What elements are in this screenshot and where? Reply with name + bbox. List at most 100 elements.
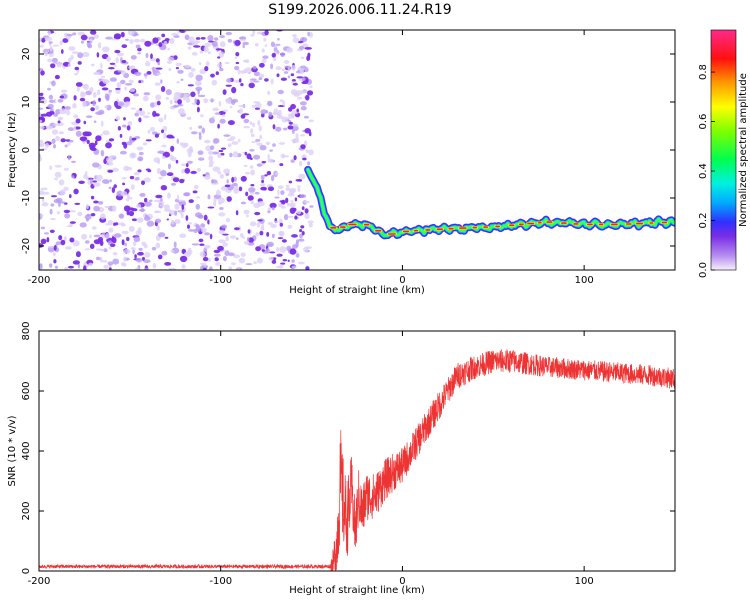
noise-blob (167, 57, 175, 61)
noise-blob (290, 112, 295, 119)
noise-blob (166, 218, 169, 221)
colorbar-label: Normalized spectral amplitude (738, 73, 749, 227)
noise-blob (81, 233, 88, 240)
noise-blob (93, 182, 101, 187)
noise-blob (108, 186, 112, 190)
noise-blob (113, 33, 122, 39)
noise-blob (160, 170, 167, 177)
noise-blob (167, 192, 171, 199)
noise-blob (168, 67, 172, 72)
noise-blob (89, 243, 95, 249)
noise-blob (287, 125, 294, 130)
noise-blob (303, 200, 310, 204)
colorbar-tick-label: 0.2 (698, 213, 709, 229)
noise-blob (292, 140, 300, 143)
noise-blob (297, 97, 302, 100)
spectrogram-xtick-label: -200 (28, 275, 51, 286)
noise-blob (215, 71, 219, 76)
noise-blob (176, 80, 180, 84)
noise-blob (56, 61, 62, 68)
noise-blob (218, 229, 225, 235)
noise-blob (156, 225, 160, 231)
noise-blob (210, 73, 215, 78)
noise-blob (194, 98, 198, 104)
noise-blob (220, 186, 228, 191)
noise-blob (202, 267, 207, 270)
noise-blob (101, 87, 109, 91)
noise-blob (156, 72, 162, 76)
noise-blob (121, 60, 127, 63)
noise-blob (40, 238, 47, 244)
noise-blob (144, 267, 149, 270)
noise-blob (41, 197, 45, 203)
noise-blob (39, 190, 45, 196)
noise-blob (171, 32, 179, 36)
noise-blob (120, 79, 126, 85)
noise-blob (92, 162, 100, 168)
noise-blob (270, 41, 275, 47)
noise-blob (225, 98, 232, 103)
noise-blob (258, 125, 262, 132)
noise-blob (126, 193, 130, 199)
noise-blob (184, 251, 192, 257)
noise-blob (137, 251, 144, 256)
noise-blob (294, 137, 300, 142)
noise-blob (167, 60, 172, 64)
noise-blob (143, 73, 148, 77)
noise-blob (283, 214, 289, 221)
noise-blob (279, 231, 284, 237)
snr-ytick-label: 800 (21, 321, 32, 340)
noise-blob (66, 33, 73, 37)
noise-blob (307, 220, 314, 224)
noise-blob (47, 104, 54, 109)
noise-blob (127, 207, 135, 211)
noise-blob (226, 138, 235, 142)
noise-blob (277, 237, 284, 240)
noise-blob (93, 120, 97, 123)
noise-blob (59, 108, 67, 115)
noise-blob (250, 140, 258, 143)
noise-blob (253, 154, 261, 160)
noise-blob (95, 111, 103, 115)
noise-blob (250, 200, 254, 205)
noise-blob (52, 123, 60, 126)
noise-blob (54, 164, 62, 168)
noise-blob (93, 71, 101, 76)
noise-blob (169, 136, 175, 139)
noise-blob (174, 219, 181, 224)
noise-blob (128, 225, 135, 232)
noise-blob (259, 230, 264, 236)
noise-blob (295, 179, 302, 182)
noise-blob (40, 226, 46, 230)
noise-blob (51, 80, 56, 87)
noise-blob (250, 184, 255, 187)
noise-blob (152, 66, 155, 73)
noise-blob (160, 79, 163, 84)
noise-blob (279, 222, 283, 227)
noise-blob (274, 196, 280, 199)
noise-blob (114, 222, 119, 226)
noise-blob (139, 192, 146, 197)
noise-blob (103, 248, 108, 253)
spectrogram-xtick-label: 0 (399, 275, 405, 286)
noise-blob (112, 258, 120, 265)
noise-blob (135, 44, 141, 49)
noise-blob (249, 165, 254, 169)
noise-blob (209, 266, 213, 270)
noise-blob (107, 261, 114, 266)
noise-blob (126, 236, 130, 242)
noise-blob (174, 203, 180, 210)
noise-blob (93, 234, 101, 238)
noise-blob (213, 253, 221, 257)
spectrogram-ytick-label: 10 (21, 96, 32, 109)
noise-blob (53, 177, 59, 181)
noise-blob (214, 257, 219, 262)
noise-blob (188, 71, 194, 78)
noise-blob (151, 246, 157, 251)
noise-blob (213, 200, 217, 207)
noise-blob (129, 135, 133, 142)
noise-blob (68, 46, 76, 51)
noise-blob (291, 129, 295, 134)
noise-blob (197, 88, 200, 95)
noise-blob (96, 52, 100, 58)
